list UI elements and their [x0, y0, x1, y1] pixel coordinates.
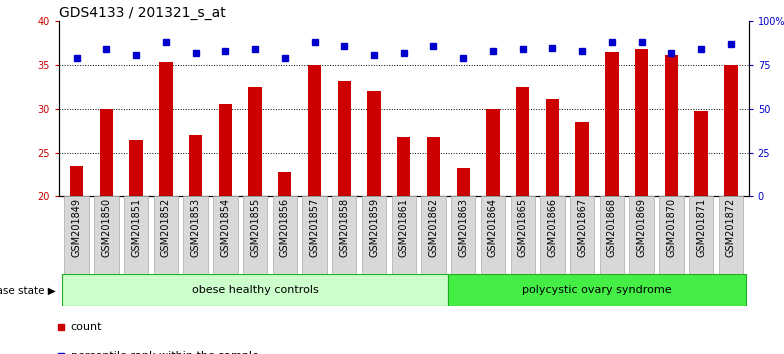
Bar: [332, 196, 357, 274]
Bar: [486, 109, 499, 196]
Text: count: count: [71, 322, 102, 332]
Text: GSM201856: GSM201856: [280, 198, 290, 257]
Text: polycystic ovary syndrome: polycystic ovary syndrome: [522, 285, 672, 295]
Bar: [635, 49, 648, 196]
Bar: [689, 196, 713, 274]
Bar: [426, 137, 440, 196]
Bar: [100, 109, 113, 196]
Bar: [600, 196, 624, 274]
Bar: [481, 196, 505, 274]
Bar: [308, 65, 321, 196]
Bar: [70, 166, 83, 196]
Bar: [659, 196, 684, 274]
Bar: [448, 274, 746, 306]
Text: GSM201872: GSM201872: [726, 198, 736, 257]
Text: GSM201870: GSM201870: [666, 198, 677, 257]
Text: GSM201868: GSM201868: [607, 198, 617, 257]
Text: disease state ▶: disease state ▶: [0, 285, 56, 295]
Text: GSM201867: GSM201867: [577, 198, 587, 257]
Bar: [540, 196, 564, 274]
Bar: [62, 274, 448, 306]
Text: GSM201863: GSM201863: [458, 198, 468, 257]
Bar: [605, 52, 619, 196]
Bar: [159, 62, 172, 196]
Text: GSM201862: GSM201862: [429, 198, 438, 257]
Text: GSM201857: GSM201857: [310, 198, 320, 257]
Bar: [64, 196, 89, 274]
Bar: [695, 110, 708, 196]
Text: GSM201859: GSM201859: [369, 198, 379, 257]
Bar: [362, 196, 387, 274]
Bar: [368, 91, 381, 196]
Bar: [421, 196, 445, 274]
Text: GSM201865: GSM201865: [517, 198, 528, 257]
Bar: [546, 99, 559, 196]
Bar: [154, 196, 178, 274]
Bar: [94, 196, 118, 274]
Bar: [183, 196, 208, 274]
Text: GSM201853: GSM201853: [191, 198, 201, 257]
Bar: [243, 196, 267, 274]
Text: GSM201851: GSM201851: [131, 198, 141, 257]
Text: GSM201855: GSM201855: [250, 198, 260, 257]
Bar: [249, 87, 262, 196]
Text: obese healthy controls: obese healthy controls: [192, 285, 318, 295]
Text: GSM201864: GSM201864: [488, 198, 498, 257]
Text: GSM201854: GSM201854: [220, 198, 230, 257]
Text: GSM201861: GSM201861: [399, 198, 408, 257]
Bar: [719, 196, 743, 274]
Text: GSM201852: GSM201852: [161, 198, 171, 257]
Bar: [303, 196, 327, 274]
Bar: [219, 104, 232, 196]
Bar: [278, 172, 292, 196]
Bar: [451, 196, 475, 274]
Bar: [724, 65, 738, 196]
Bar: [124, 196, 148, 274]
Text: GSM201849: GSM201849: [71, 198, 82, 257]
Bar: [397, 137, 411, 196]
Bar: [213, 196, 238, 274]
Bar: [129, 139, 143, 196]
Bar: [516, 87, 529, 196]
Bar: [665, 55, 678, 196]
Bar: [456, 169, 470, 196]
Text: GDS4133 / 201321_s_at: GDS4133 / 201321_s_at: [59, 6, 226, 20]
Text: GSM201871: GSM201871: [696, 198, 706, 257]
Bar: [391, 196, 416, 274]
Text: percentile rank within the sample: percentile rank within the sample: [71, 351, 259, 354]
Bar: [273, 196, 297, 274]
Text: GSM201869: GSM201869: [637, 198, 647, 257]
Bar: [570, 196, 594, 274]
Bar: [575, 122, 589, 196]
Bar: [338, 81, 351, 196]
Text: GSM201850: GSM201850: [101, 198, 111, 257]
Bar: [189, 135, 202, 196]
Bar: [630, 196, 654, 274]
Text: GSM201866: GSM201866: [547, 198, 557, 257]
Bar: [510, 196, 535, 274]
Text: GSM201858: GSM201858: [339, 198, 350, 257]
